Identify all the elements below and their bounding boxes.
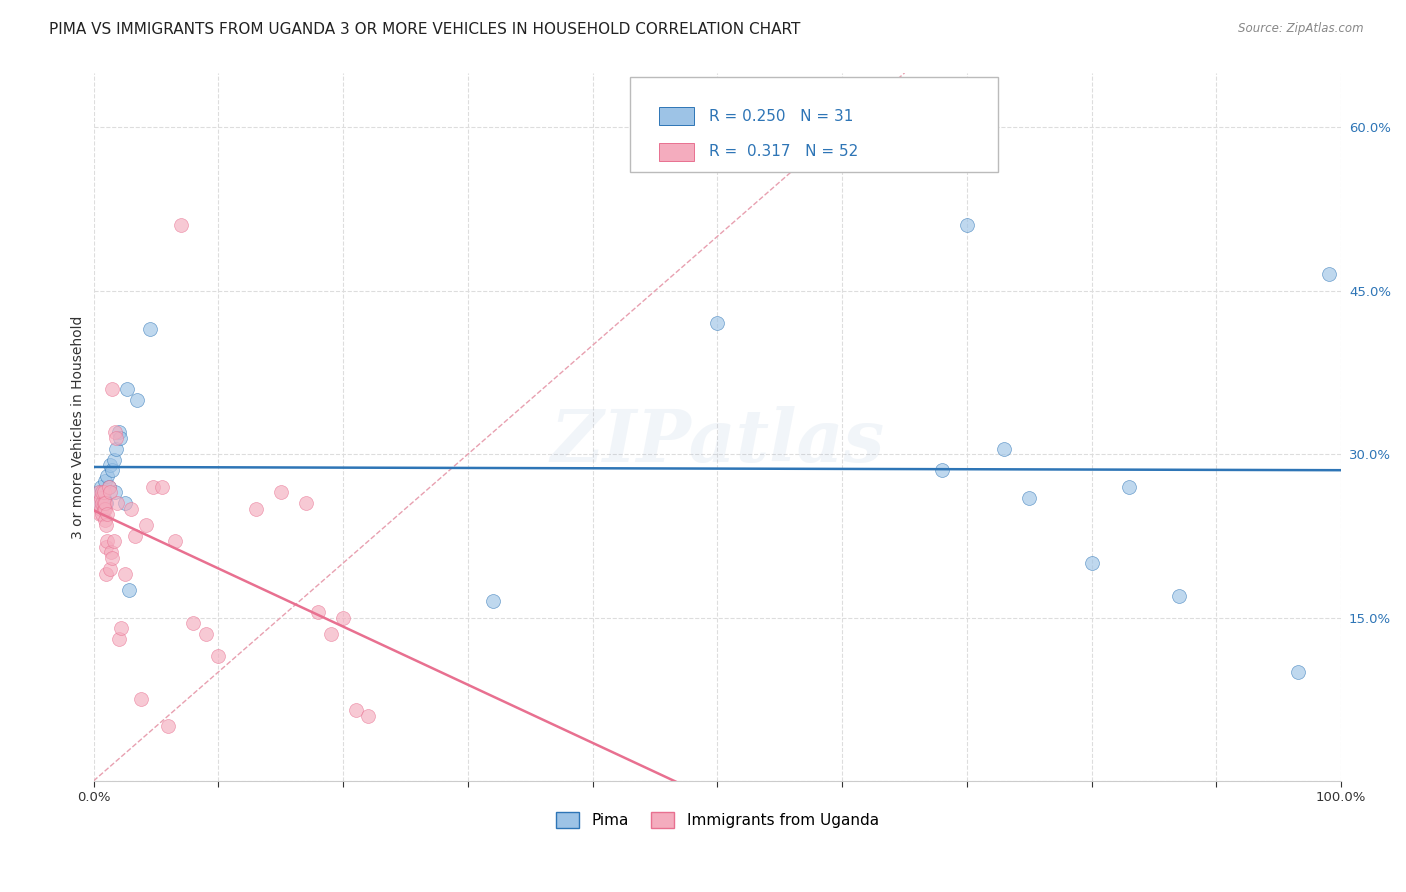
Point — [87, 485, 110, 500]
Legend: Pima, Immigrants from Uganda: Pima, Immigrants from Uganda — [550, 805, 884, 834]
Y-axis label: 3 or more Vehicles in Household: 3 or more Vehicles in Household — [72, 315, 86, 539]
Point — [87, 485, 110, 500]
Point — [194, 627, 217, 641]
Point — [956, 219, 979, 233]
Point — [183, 615, 205, 630]
Point — [127, 392, 149, 407]
Point — [86, 496, 108, 510]
Point — [104, 485, 127, 500]
Point — [93, 496, 115, 510]
Point — [93, 485, 115, 500]
Point — [1118, 480, 1140, 494]
Point — [98, 561, 121, 575]
Point — [157, 719, 180, 733]
Point — [94, 501, 117, 516]
Point — [93, 501, 115, 516]
Point — [170, 219, 193, 233]
Point — [94, 496, 117, 510]
Point — [114, 496, 136, 510]
Point — [931, 463, 953, 477]
Point — [96, 469, 118, 483]
Point — [344, 703, 367, 717]
Point — [307, 605, 329, 619]
Point — [101, 550, 124, 565]
Point — [96, 534, 118, 549]
Point — [135, 518, 157, 533]
Point — [270, 485, 292, 500]
Text: R = 0.250   N = 31: R = 0.250 N = 31 — [709, 109, 853, 124]
Text: PIMA VS IMMIGRANTS FROM UGANDA 3 OR MORE VEHICLES IN HOUSEHOLD CORRELATION CHART: PIMA VS IMMIGRANTS FROM UGANDA 3 OR MORE… — [49, 22, 800, 37]
Text: Source: ZipAtlas.com: Source: ZipAtlas.com — [1239, 22, 1364, 36]
Point — [97, 480, 120, 494]
Text: R =  0.317   N = 52: R = 0.317 N = 52 — [709, 145, 858, 159]
Point — [98, 458, 121, 472]
Point — [97, 480, 120, 494]
Point — [357, 708, 380, 723]
Point — [94, 496, 117, 510]
Point — [993, 442, 1015, 456]
Point — [94, 566, 117, 581]
Point — [294, 496, 316, 510]
Point — [93, 491, 115, 505]
Point — [86, 496, 108, 510]
Point — [120, 501, 142, 516]
Point — [98, 485, 121, 500]
Point — [104, 425, 127, 440]
Point — [117, 583, 139, 598]
Point — [103, 452, 125, 467]
Point — [105, 442, 128, 456]
Point — [138, 322, 160, 336]
Point — [90, 480, 112, 494]
Point — [129, 692, 152, 706]
Point — [117, 382, 139, 396]
Point — [90, 491, 112, 505]
Point — [101, 382, 124, 396]
Point — [163, 534, 186, 549]
Point — [1286, 665, 1309, 679]
Point — [482, 594, 505, 608]
Point — [94, 518, 117, 533]
Point — [319, 627, 342, 641]
Point — [332, 610, 354, 624]
Point — [101, 463, 124, 477]
Point — [108, 431, 131, 445]
Point — [107, 632, 129, 647]
Point — [90, 501, 112, 516]
Point — [110, 622, 132, 636]
Point — [1080, 556, 1102, 570]
Point — [94, 540, 117, 554]
Text: ZIPatlas: ZIPatlas — [550, 406, 884, 476]
Point — [150, 480, 173, 494]
Point — [142, 480, 165, 494]
Point — [89, 507, 111, 521]
Point — [96, 507, 118, 521]
Point — [94, 512, 117, 526]
Point — [91, 496, 114, 510]
Bar — [659, 107, 693, 125]
Point — [103, 534, 125, 549]
Point — [94, 475, 117, 489]
Point — [1018, 491, 1040, 505]
Point — [1317, 268, 1340, 282]
Point — [91, 485, 114, 500]
Point — [105, 431, 128, 445]
Bar — [659, 143, 693, 161]
Point — [124, 529, 146, 543]
Point — [1168, 589, 1191, 603]
Point — [706, 317, 728, 331]
Point — [91, 507, 114, 521]
Point — [245, 501, 267, 516]
Point — [107, 425, 129, 440]
Point — [114, 566, 136, 581]
Point — [105, 496, 128, 510]
Point — [100, 545, 122, 559]
Point — [207, 648, 229, 663]
FancyBboxPatch shape — [630, 77, 998, 172]
